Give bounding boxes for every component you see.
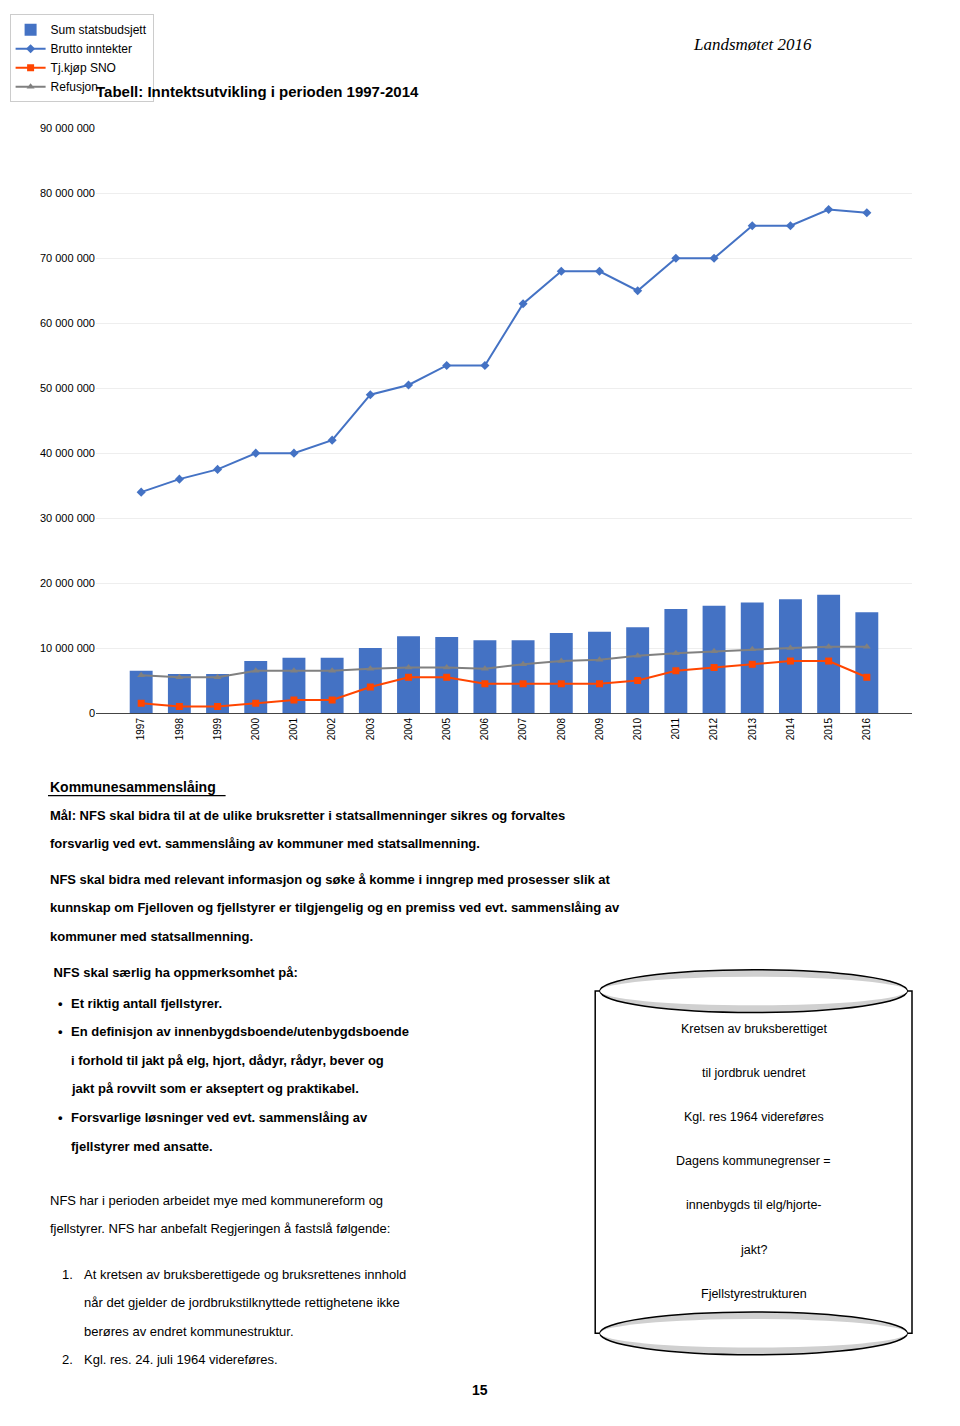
svg-text:2.: 2.	[62, 1352, 73, 1367]
svg-text:Dagens kommunegrenser =: Dagens kommunegrenser =	[676, 1154, 831, 1168]
svg-text:2013: 2013	[747, 718, 758, 741]
svg-text:forsvarlig ved evt. sammenslåi: forsvarlig ved evt. sammenslåing av komm…	[50, 836, 480, 851]
svg-text:2005: 2005	[441, 718, 452, 741]
svg-text:fjellstyrer. NFS har anbefalt: fjellstyrer. NFS har anbefalt Regjeringe…	[50, 1221, 390, 1236]
svg-text:NFS har i perioden arbeidet my: NFS har i perioden arbeidet mye med komm…	[50, 1193, 383, 1208]
svg-text:2007: 2007	[517, 718, 528, 741]
svg-text:1997: 1997	[135, 718, 146, 741]
svg-text:2008: 2008	[556, 718, 567, 741]
svg-text:innenbygds til elg/hjorte-: innenbygds til elg/hjorte-	[686, 1198, 822, 1212]
svg-text:2009: 2009	[594, 718, 605, 741]
svg-text:40 000 000: 40 000 000	[40, 447, 95, 459]
svg-text:2001: 2001	[288, 718, 299, 741]
svg-text:1.: 1.	[62, 1267, 73, 1282]
svg-text:NFS skal bidra med relevant in: NFS skal bidra med relevant informasjon …	[50, 872, 611, 887]
svg-text:10 000 000: 10 000 000	[40, 642, 95, 654]
svg-text:kunnskap om Fjelloven og fjell: kunnskap om Fjelloven og fjellstyrer er …	[50, 900, 620, 915]
svg-text:2011: 2011	[670, 718, 681, 740]
svg-text:Forsvarlige løsninger ved evt.: Forsvarlige løsninger ved evt. sammenslå…	[71, 1110, 368, 1125]
svg-text:2003: 2003	[365, 718, 376, 741]
svg-text:fjellstyrer med ansatte.: fjellstyrer med ansatte.	[71, 1139, 213, 1154]
svg-text:20 000 000: 20 000 000	[40, 577, 95, 589]
svg-text:2006: 2006	[479, 718, 490, 741]
svg-text:Kgl. res. 24. juli 1964 videre: Kgl. res. 24. juli 1964 videreføres.	[84, 1352, 278, 1367]
svg-text:90 000 000: 90 000 000	[40, 122, 95, 134]
svg-text:2012: 2012	[708, 718, 719, 741]
svg-text:til jordbruk uendret: til jordbruk uendret	[702, 1066, 806, 1080]
svg-text:berøres av endret kommunestruk: berøres av endret kommunestruktur.	[84, 1324, 294, 1339]
svg-text:2016: 2016	[861, 718, 872, 741]
svg-text:30 000 000: 30 000 000	[40, 512, 95, 524]
svg-text:Kretsen av bruksberettiget: Kretsen av bruksberettiget	[681, 1022, 827, 1036]
svg-text:1999: 1999	[212, 718, 223, 741]
svg-text:Tj.kjøp SNO: Tj.kjøp SNO	[51, 61, 116, 75]
svg-text:kommuner med statsallmenning.: kommuner med statsallmenning.	[50, 929, 253, 944]
svg-text:jakt på rovvilt som er aksepte: jakt på rovvilt som er akseptert og prak…	[71, 1081, 359, 1096]
svg-text:Brutto inntekter: Brutto inntekter	[51, 42, 132, 56]
svg-text:Mål: NFS skal bidra til at de: Mål: NFS skal bidra til at de ulike bruk…	[50, 808, 565, 823]
svg-text:50 000 000: 50 000 000	[40, 382, 95, 394]
svg-text:Tabell: Inntektsutvikling i pe: Tabell: Inntektsutvikling i perioden 199…	[96, 83, 419, 100]
svg-text:0: 0	[89, 707, 95, 719]
svg-text:2002: 2002	[326, 718, 337, 741]
svg-text:70 000 000: 70 000 000	[40, 252, 95, 264]
svg-text:1998: 1998	[174, 718, 185, 741]
svg-text:Refusjon: Refusjon	[51, 80, 98, 94]
svg-text:15: 15	[472, 1382, 488, 1398]
svg-text:2004: 2004	[403, 718, 414, 741]
svg-text:Fjellstyrestrukturen: Fjellstyrestrukturen	[701, 1287, 807, 1301]
svg-text:En definisjon av innenbygdsboe: En definisjon av innenbygdsboende/utenby…	[71, 1024, 409, 1039]
svg-text:Kommunesammenslåing: Kommunesammenslåing	[50, 779, 216, 795]
svg-text:80 000 000: 80 000 000	[40, 187, 95, 199]
svg-text:•: •	[58, 1110, 63, 1125]
svg-text:2015: 2015	[823, 718, 834, 741]
svg-text:2014: 2014	[785, 718, 796, 741]
svg-text:i forhold til jakt på elg, hjo: i forhold til jakt på elg, hjort, dådyr,…	[71, 1053, 384, 1068]
svg-text:Kgl. res 1964 videreføres: Kgl. res 1964 videreføres	[684, 1110, 824, 1124]
svg-text:Et riktig antall fjellstyrer.: Et riktig antall fjellstyrer.	[71, 996, 222, 1011]
svg-text:•: •	[58, 996, 63, 1011]
svg-text:NFS skal særlig ha oppmerksomh: NFS skal særlig ha oppmerksomhet på:	[50, 965, 298, 980]
svg-text:Landsmøtet 2016: Landsmøtet 2016	[693, 35, 812, 54]
svg-text:når det gjelder de jordbruksti: når det gjelder de jordbrukstilknyttede …	[84, 1295, 400, 1310]
svg-text:60 000 000: 60 000 000	[40, 317, 95, 329]
svg-text:jakt?: jakt?	[740, 1243, 767, 1257]
svg-text:2010: 2010	[632, 718, 643, 741]
svg-text:•: •	[58, 1024, 63, 1039]
svg-text:At kretsen av bruksberettigede: At kretsen av bruksberettigede og bruksr…	[84, 1267, 406, 1282]
svg-text:2000: 2000	[250, 718, 261, 741]
svg-text:Sum statsbudsjett: Sum statsbudsjett	[51, 23, 147, 37]
